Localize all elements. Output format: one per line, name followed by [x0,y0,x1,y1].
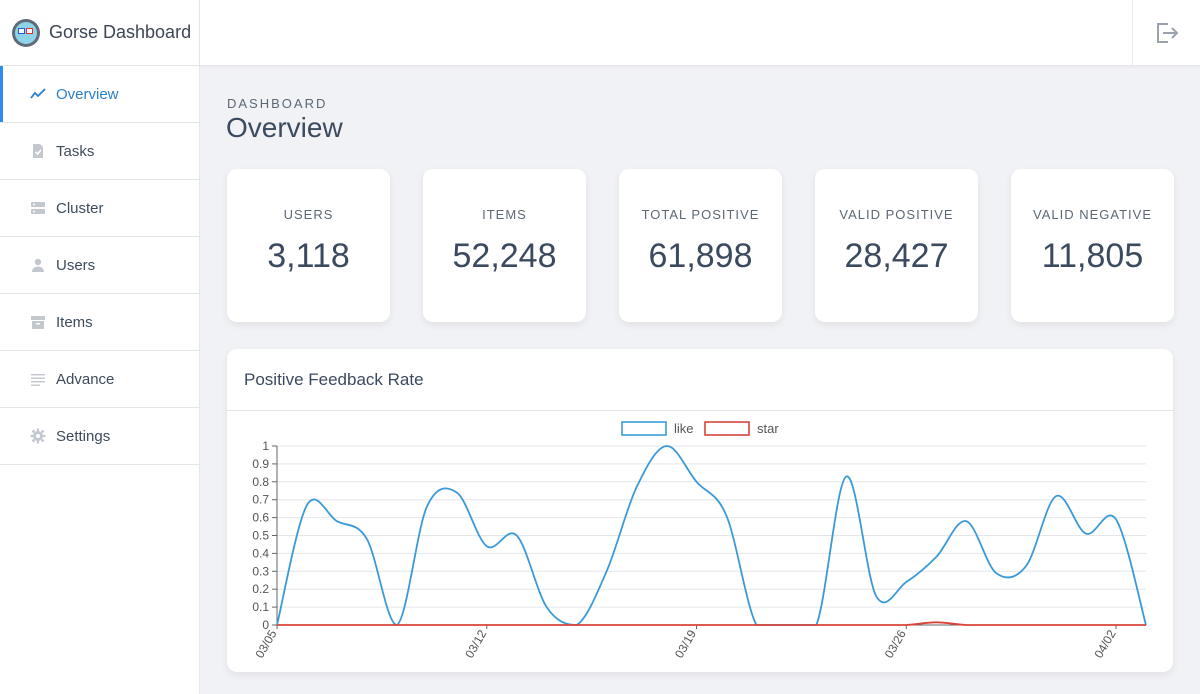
stat-label: TOTAL POSITIVE [641,207,760,222]
y-tick-label: 0.5 [252,529,269,543]
sidebar-item-cluster[interactable]: Cluster [0,180,199,237]
sidebar-item-advance[interactable]: Advance [0,351,199,408]
stat-card-valid-negative: VALID NEGATIVE 11,805 [1011,169,1174,322]
legend-label-star: star [757,421,779,436]
sidebar-item-overview[interactable]: Overview [0,66,199,123]
stat-card-valid-positive: VALID POSITIVE 28,427 [815,169,978,322]
gear-icon [30,428,46,444]
sidebar-item-users[interactable]: Users [0,237,199,294]
series-line-star [277,621,1146,626]
x-tick-label: 03/19 [672,627,699,660]
y-tick-label: 0.1 [252,600,269,614]
stat-value: 3,118 [267,237,350,275]
stat-label: VALID NEGATIVE [1033,207,1152,222]
sidebar-item-label: Tasks [56,142,95,160]
legend-label-like: like [674,421,694,436]
y-tick-label: 0.6 [252,511,269,525]
sidebar-item-label: Users [56,256,96,274]
task-icon [30,143,46,159]
feedback-rate-chart: 0 0.1 0.2 0.3 0.4 0.5 0.6 0.7 0.8 0.9 1 03/05 03/12 0… [252,421,1147,661]
y-tick-label: 0 [262,618,269,632]
page-title: Overview [226,112,343,143]
legend-swatch-like [621,421,667,436]
stat-value: 11,805 [1041,237,1144,275]
sidebar-item-tasks[interactable]: Tasks [0,123,199,180]
gorse-logo-icon [12,18,40,47]
stat-label: USERS [283,207,334,222]
y-tick-label: 0.2 [252,582,269,596]
x-tick-label: 04/02 [1091,627,1118,660]
sidebar: Gorse Dashboard Overview Tasks Cluster U… [0,0,200,694]
sidebar-item-label: Settings [56,427,111,445]
series-line-like [276,445,1147,626]
y-tick-label: 0.8 [252,475,269,489]
sidebar-item-label: Overview [56,85,119,103]
app-title: Gorse Dashboard [49,22,192,42]
archive-icon [30,314,46,330]
x-tick-label: 03/26 [882,627,909,660]
stat-card-total-positive: TOTAL POSITIVE 61,898 [619,169,782,322]
x-tick-label: 03/05 [252,627,279,660]
stat-value: 28,427 [844,237,949,275]
sidebar-item-settings[interactable]: Settings [0,408,199,465]
y-tick-label: 0.7 [252,493,269,507]
y-tick-label: 1 [262,439,269,453]
sidebar-item-items[interactable]: Items [0,294,199,351]
stat-value: 52,248 [452,237,557,275]
logout-icon [1156,23,1178,43]
feedback-chart-card: Positive Feedback Rate 0 0.1 0.2 0.3 0.4 0.5 0… [227,349,1173,672]
y-tick-label: 0.4 [252,546,269,560]
top-header [200,0,1200,66]
y-tick-label: 0.9 [252,457,269,471]
brand[interactable]: Gorse Dashboard [0,0,199,66]
sidebar-item-label: Cluster [56,199,104,217]
chart-title: Positive Feedback Rate [227,349,1173,411]
legend-swatch-star [704,421,750,436]
stat-label: VALID POSITIVE [839,207,954,222]
sidebar-item-label: Advance [56,370,115,388]
stat-card-users: USERS 3,118 [227,169,390,322]
logout-button[interactable] [1132,0,1200,66]
stat-label: ITEMS [482,207,527,222]
stat-card-items: ITEMS 52,248 [423,169,586,322]
page-eyebrow: DASHBOARD [227,96,328,111]
trend-icon [30,86,46,102]
user-icon [30,257,46,273]
server-icon [30,200,46,216]
list-icon [30,371,46,387]
x-tick-label: 03/12 [462,627,489,660]
sidebar-item-label: Items [56,313,93,331]
y-tick-label: 0.3 [252,564,269,578]
stat-value: 61,898 [648,237,753,275]
